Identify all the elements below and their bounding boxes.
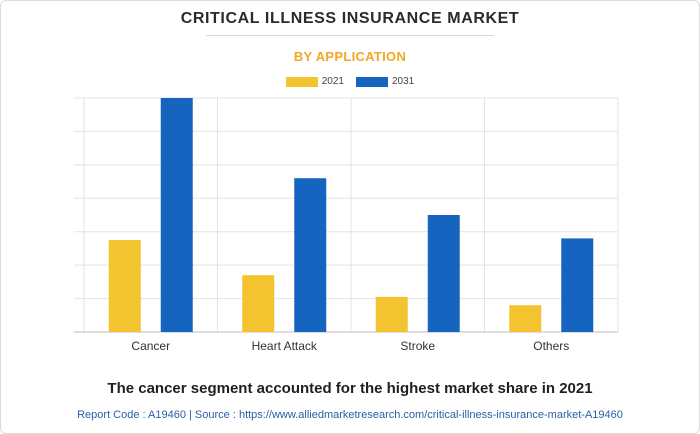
bar-2031-others: [561, 238, 594, 332]
legend-label-2031: 2031: [392, 76, 415, 87]
bar-2021-cancer: [108, 240, 141, 332]
chart-title: CRITICAL ILLNESS INSURANCE MARKET: [180, 10, 520, 27]
footer-source[interactable]: Report Code : A19460 | Source : https://…: [77, 409, 623, 421]
bar-2031-heart-attack: [294, 178, 327, 332]
legend-item-2021[interactable]: 2021: [285, 76, 344, 87]
x-tick-label: Heart Attack: [252, 339, 318, 353]
x-tick-label: Stroke: [400, 339, 435, 353]
bar-2021-others: [509, 305, 542, 332]
chart-legend: 2021 2031: [0, 76, 700, 87]
bar-2031-cancer: [160, 98, 193, 332]
bar-2021-stroke: [375, 296, 408, 332]
legend-swatch-2021: [285, 76, 318, 87]
legend-item-2031[interactable]: 2031: [356, 76, 414, 87]
chart-subtitle: BY APPLICATION: [293, 49, 407, 64]
bar-2031-stroke: [427, 215, 460, 332]
title-divider: [206, 35, 494, 36]
x-tick-label: Cancer: [131, 339, 170, 353]
legend-swatch-2031: [356, 76, 388, 87]
x-tick-label: Others: [533, 339, 569, 353]
bar-2021-heart-attack: [242, 275, 275, 332]
footer-headline: The cancer segment accounted for the hig…: [107, 380, 593, 397]
legend-label-2021: 2021: [321, 76, 344, 87]
